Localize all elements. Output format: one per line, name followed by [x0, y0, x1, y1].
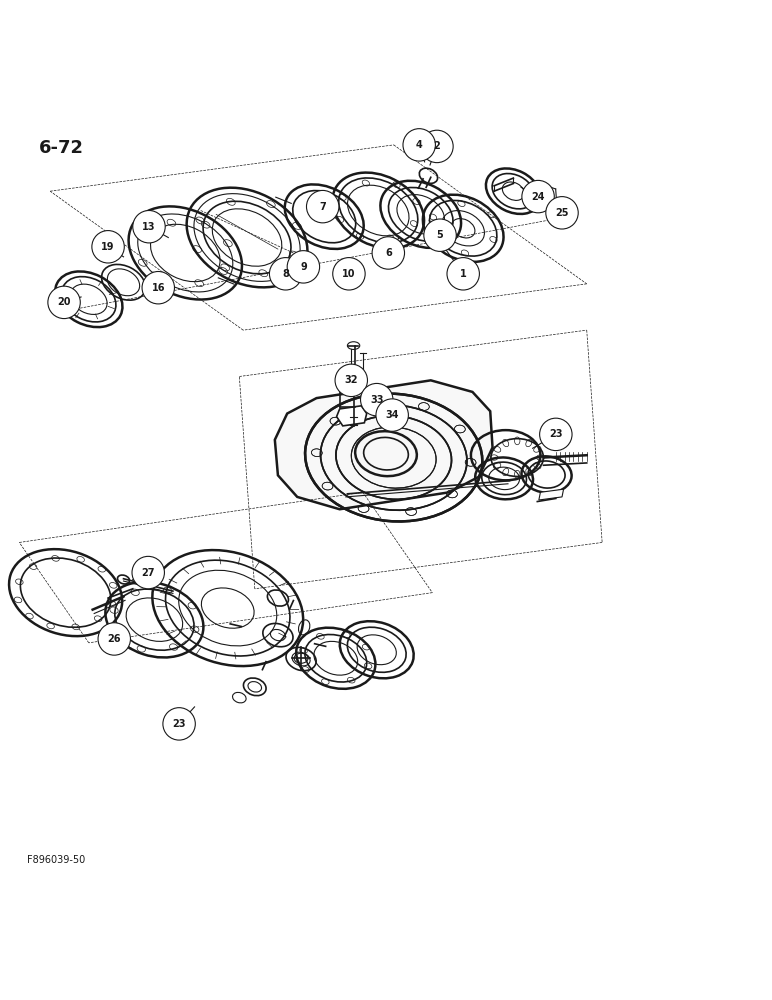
Text: 16: 16 [151, 283, 165, 293]
Circle shape [403, 129, 435, 161]
Text: F896039-50: F896039-50 [27, 855, 85, 865]
Text: 33: 33 [370, 395, 384, 405]
Text: 25: 25 [555, 208, 569, 218]
Text: 4: 4 [416, 140, 422, 150]
Text: 5: 5 [437, 230, 443, 240]
Circle shape [142, 271, 174, 304]
Text: 23: 23 [172, 719, 186, 729]
Circle shape [376, 399, 408, 431]
Circle shape [92, 231, 124, 263]
Circle shape [546, 197, 578, 229]
Text: 9: 9 [300, 262, 306, 272]
Circle shape [163, 708, 195, 740]
Circle shape [361, 383, 393, 416]
Text: 7: 7 [320, 202, 326, 212]
Text: 26: 26 [107, 634, 121, 644]
Circle shape [133, 211, 165, 243]
Text: 23: 23 [549, 429, 563, 439]
Text: 24: 24 [531, 192, 545, 202]
Text: 10: 10 [342, 269, 356, 279]
Text: 34: 34 [385, 410, 399, 420]
Circle shape [98, 623, 130, 655]
Text: 19: 19 [101, 242, 115, 252]
Text: 27: 27 [141, 568, 155, 578]
Polygon shape [337, 406, 367, 426]
Text: 8: 8 [283, 269, 289, 279]
Circle shape [269, 258, 302, 290]
Circle shape [372, 237, 405, 269]
Text: 32: 32 [344, 375, 358, 385]
Circle shape [132, 556, 164, 589]
Polygon shape [275, 380, 493, 509]
Polygon shape [539, 489, 564, 500]
Circle shape [287, 251, 320, 283]
Circle shape [424, 219, 456, 251]
Circle shape [421, 130, 453, 163]
Circle shape [522, 180, 554, 213]
Circle shape [306, 190, 339, 223]
Circle shape [48, 286, 80, 319]
Circle shape [540, 418, 572, 451]
Circle shape [333, 258, 365, 290]
Circle shape [447, 258, 479, 290]
Text: 6: 6 [385, 248, 391, 258]
Text: 1: 1 [460, 269, 466, 279]
Text: 6-72: 6-72 [39, 139, 83, 157]
Text: 2: 2 [434, 141, 440, 151]
Text: 13: 13 [142, 222, 156, 232]
Text: 20: 20 [57, 297, 71, 307]
Circle shape [335, 364, 367, 397]
